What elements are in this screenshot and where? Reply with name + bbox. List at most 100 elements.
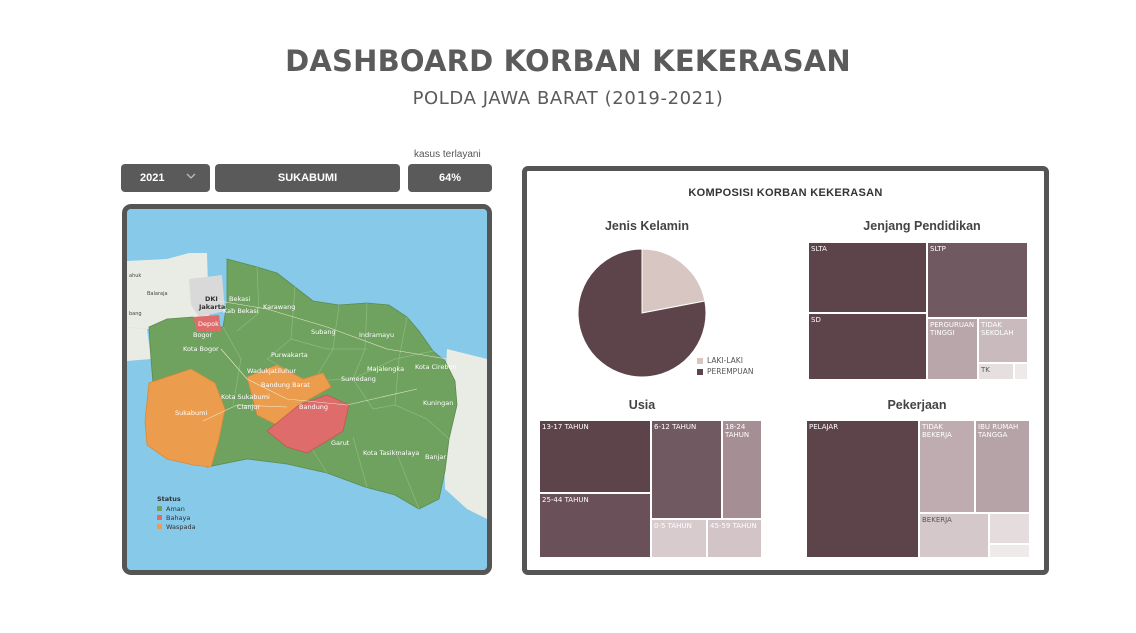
gender-title: Jenis Kelamin	[604, 219, 690, 233]
treemap-cell-sltp[interactable]: SLTP	[927, 242, 1028, 318]
map-label-sumedang: Sumedang	[341, 375, 376, 383]
treemap-cell-bekerja[interactable]: BEKERJA	[919, 513, 989, 558]
map-label-dki: DKI	[205, 295, 218, 303]
region-bahaya-bandung[interactable]	[266, 394, 350, 454]
map-legend: Status Aman Bahaya Waspada	[157, 495, 196, 531]
map-label-sukabumi: Sukabumi	[175, 409, 207, 417]
treemap-label-0-5: 0-5 TAHUN	[654, 522, 692, 530]
treemap-cell-0-5[interactable]: 0-5 TAHUN	[651, 519, 707, 558]
treemap-cell-sd[interactable]: SD	[808, 313, 927, 380]
treemap-label-13-17: 13-17 TAHUN	[542, 423, 589, 431]
treemap-cell-13-17[interactable]: 13-17 TAHUN	[539, 420, 651, 493]
gender-legend-female: PEREMPUAN	[697, 367, 753, 376]
treemap-cell-other-1[interactable]	[989, 513, 1030, 544]
map-label-bandung: Bandung	[299, 403, 328, 411]
map-label-balaraja: Balaraja	[147, 291, 168, 297]
map-label-kota-tasikmalaya: Kota Tasikmalaya	[363, 449, 419, 457]
treemap-label-tk: TK	[981, 366, 990, 374]
map-legend-aman: Aman	[166, 505, 185, 513]
treemap-label-perguruan-tinggi: PERGURUAN TINGGI	[930, 321, 975, 337]
legend-swatch-aman	[157, 506, 162, 511]
occupation-title: Pekerjaan	[887, 398, 947, 412]
jakarta-area	[189, 275, 225, 317]
pie-slice-laki-laki[interactable]	[641, 248, 706, 314]
occupation-treemap[interactable]: PELAJAR TIDAK BEKERJA IBU RUMAH TANGGA B…	[806, 420, 1030, 558]
treemap-cell-other[interactable]	[1014, 363, 1028, 380]
region-select-value: SUKABUMI	[277, 172, 338, 184]
map-label-garut: Garut	[331, 439, 350, 447]
treemap-cell-tk[interactable]: TK	[978, 363, 1014, 380]
treemap-cell-ibu-rumah-tangga[interactable]: IBU RUMAH TANGGA	[975, 420, 1030, 513]
map-label-bogor: Bogor	[193, 331, 213, 339]
map-label-kota-sukabumi: Kota Sukabumi	[221, 393, 270, 401]
served-cases-percent: 64%	[438, 172, 462, 184]
treemap-cell-6-12[interactable]: 6-12 TAHUN	[651, 420, 722, 519]
treemap-label-pelajar: PELAJAR	[809, 423, 839, 431]
map-label-karawang: Karawang	[263, 303, 295, 311]
map-label-tangerang-fragment: ahuk	[129, 273, 141, 279]
map-label-kuningan: Kuningan	[423, 399, 453, 407]
dashboard-subtitle: POLDA JAWA BARAT (2019-2021)	[412, 88, 724, 109]
banten-land	[127, 253, 209, 329]
gender-legend-male-label: LAKI-LAKI	[707, 356, 743, 365]
map-label-kota-bogor: Kota Bogor	[183, 345, 219, 353]
map-label-jakarta: Jakarta	[198, 303, 225, 311]
map-label-depok: Depok	[198, 320, 219, 328]
region-waspada-sukabumi[interactable]	[144, 368, 226, 468]
treemap-cell-45-59[interactable]: 45-59 TAHUN	[707, 519, 762, 558]
map-label-wadukjatiluhur: Wadukjatiluhur	[247, 367, 296, 375]
treemap-label-25-44: 25-44 TAHUN	[542, 496, 589, 504]
map-label-purwakarta: Purwakarta	[271, 351, 308, 359]
region-waspada-bandung-barat[interactable]	[246, 364, 332, 426]
map-label-majalengka: Majalengka	[367, 365, 404, 373]
treemap-label-18-24: 18-24 TAHUN	[725, 423, 750, 439]
region-select[interactable]: SUKABUMI	[215, 164, 400, 192]
treemap-cell-18-24[interactable]: 18-24 TAHUN	[722, 420, 762, 519]
legend-swatch-waspada	[157, 524, 162, 529]
treemap-label-6-12: 6-12 TAHUN	[654, 423, 697, 431]
treemap-cell-tidak-bekerja[interactable]: TIDAK BEKERJA	[919, 420, 975, 513]
education-title: Jenjang Pendidikan	[863, 219, 981, 233]
map-label-cianjur: Cianjur	[237, 403, 260, 411]
treemap-label-ibu-rumah-tangga: IBU RUMAH TANGGA	[978, 423, 1019, 439]
map-label-banjar: Banjar	[425, 453, 446, 461]
map-legend-bahaya: Bahaya	[166, 514, 190, 522]
map-label-indramayu: Indramayu	[359, 331, 394, 339]
treemap-cell-tidak-sekolah[interactable]: TIDAK SEKOLAH	[978, 318, 1028, 363]
education-treemap[interactable]: SLTA SLTP SD PERGURUAN TINGGI TIDAK SEKO…	[808, 242, 1028, 380]
treemap-label-sltp: SLTP	[930, 245, 946, 253]
treemap-label-sd: SD	[811, 316, 821, 324]
map-label-subang: Subang	[311, 328, 336, 336]
map-label-serang-fragment: bang	[129, 311, 142, 317]
dashboard-title: DASHBOARD KORBAN KEKERASAN	[285, 44, 851, 78]
age-title: Usia	[628, 398, 656, 412]
region-bahaya-depok[interactable]	[193, 315, 221, 331]
treemap-cell-perguruan-tinggi[interactable]: PERGURUAN TINGGI	[927, 318, 978, 380]
served-cases-value: 64%	[408, 164, 492, 192]
map-label-bekasi: Bekasi	[229, 295, 250, 303]
map-legend-title: Status	[157, 495, 181, 503]
map-label-kab-bekasi: Kab Bekasi	[223, 307, 259, 315]
west-java-map[interactable]: DKI Jakarta Bekasi Kab Bekasi Karawang D…	[122, 204, 492, 575]
map-label-kota-cirebon: Kota Cirebon	[415, 363, 457, 371]
treemap-label-45-59: 45-59 TAHUN	[710, 522, 757, 530]
composition-title: KOMPOSISI KORBAN KEKERASAN	[688, 187, 883, 199]
year-select[interactable]: 2021	[121, 164, 210, 192]
gender-legend-male: LAKI-LAKI	[697, 356, 743, 365]
legend-swatch-bahaya	[157, 515, 162, 520]
age-treemap[interactable]: 13-17 TAHUN 6-12 TAHUN 18-24 TAHUN 25-44…	[539, 420, 762, 558]
treemap-cell-other-2[interactable]	[989, 544, 1030, 558]
map-canvas[interactable]: DKI Jakarta Bekasi Kab Bekasi Karawang D…	[127, 209, 487, 570]
pie-slice-perempuan[interactable]	[577, 248, 707, 378]
treemap-label-tidak-sekolah: TIDAK SEKOLAH	[981, 321, 1014, 337]
served-cases-label: kasus terlayani	[414, 149, 481, 160]
treemap-cell-slta[interactable]: SLTA	[808, 242, 927, 313]
gender-pie-chart[interactable]	[577, 248, 707, 378]
chevron-down-icon	[186, 173, 196, 179]
treemap-label-slta: SLTA	[811, 245, 827, 253]
treemap-label-tidak-bekerja: TIDAK BEKERJA	[922, 423, 952, 439]
map-legend-waspada: Waspada	[166, 523, 196, 531]
treemap-cell-pelajar[interactable]: PELAJAR	[806, 420, 919, 558]
treemap-cell-25-44[interactable]: 25-44 TAHUN	[539, 493, 651, 558]
year-select-value: 2021	[140, 172, 165, 184]
